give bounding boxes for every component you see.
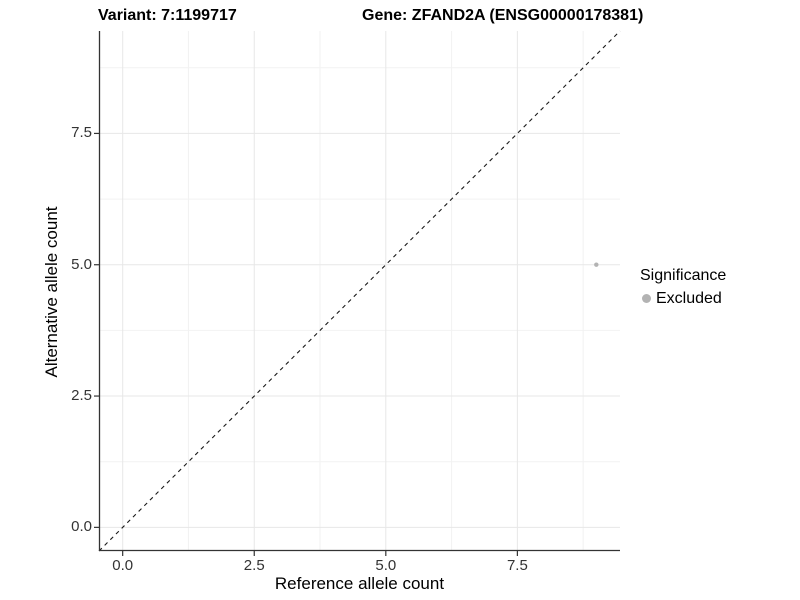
y-tick-label: 5.0 (71, 255, 92, 273)
legend-point-icon (642, 294, 651, 303)
x-tick-label: 7.5 (506, 557, 528, 574)
plot-title-gene: Gene: ZFAND2A (ENSG00000178381) (362, 7, 644, 24)
data-point (594, 262, 599, 267)
legend-item: Excluded (642, 289, 726, 308)
plot-title-variant: Variant: 7:1199717 (98, 7, 237, 24)
legend-items: Excluded (640, 289, 726, 308)
y-tick-label: 0.0 (71, 518, 92, 536)
legend-item-label: Excluded (656, 290, 722, 307)
x-tick-label: 2.5 (243, 557, 265, 574)
x-tick-label: 5.0 (375, 557, 397, 574)
y-tick-label: 2.5 (71, 387, 92, 405)
plot-canvas (94, 30, 621, 556)
legend-title: Significance (640, 267, 727, 284)
identity-dashed-line (98, 30, 621, 552)
x-axis-title: Reference allele count (274, 574, 445, 593)
x-tick-label: 0.0 (112, 557, 134, 574)
plot-panel (94, 30, 621, 556)
legend: Significance Excluded (640, 266, 726, 308)
y-tick-label: 7.5 (71, 124, 92, 142)
y-axis-title: Alternative allele count (42, 206, 61, 378)
